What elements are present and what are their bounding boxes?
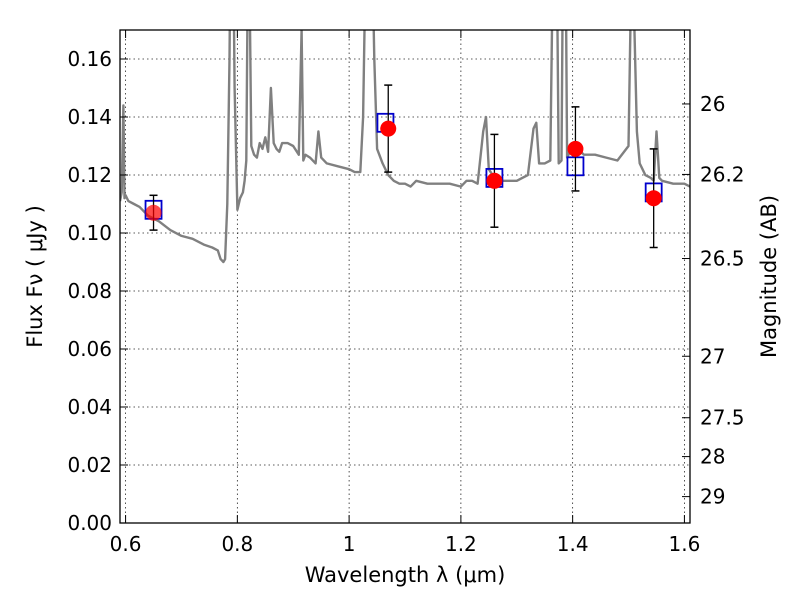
observed-points <box>145 84 662 249</box>
y-tick-label: 0.04 <box>67 395 112 419</box>
right-tick-label: 26.5 <box>700 247 745 271</box>
observed-point <box>486 172 503 189</box>
right-tick-label: 26 <box>700 92 725 116</box>
y-axis-label: Flux Fν ( μJy ) <box>23 205 47 348</box>
y-tick-label: 0.06 <box>67 337 112 361</box>
y-tick-label: 0.12 <box>67 163 112 187</box>
right-tick-label: 28 <box>700 445 725 469</box>
model-spectrum-layer <box>120 30 690 264</box>
x-tick-label: 1.4 <box>557 532 589 556</box>
spectrum-line <box>120 30 690 264</box>
plot-frame <box>119 29 691 524</box>
y-tick-label: 0.10 <box>67 221 112 245</box>
model-band-markers <box>144 112 663 220</box>
x-tick-label: 1 <box>343 532 356 556</box>
y-axis-ticks: 0.00 0.02 0.04 0.06 0.08 0.10 0.12 0.14 0.16 <box>67 47 128 535</box>
right-tick-label: 26.2 <box>700 162 745 186</box>
observed-point <box>567 140 584 157</box>
x-tick-label: 0.6 <box>110 532 142 556</box>
observed-point <box>380 120 397 137</box>
x-axis-ticks: 0.6 0.8 1 1.2 1.4 1.6 <box>110 30 701 556</box>
y-tick-label: 0.16 <box>67 47 112 71</box>
right-axis-label: Magnitude (AB) <box>757 195 781 358</box>
right-axis-ticks: 26 26.2 26.5 27 27.5 28 29 <box>682 92 745 509</box>
observed-point <box>645 190 662 207</box>
x-tick-label: 1.6 <box>669 532 701 556</box>
grid-lines <box>120 30 690 524</box>
x-tick-label: 0.8 <box>221 532 253 556</box>
y-tick-label: 0.14 <box>67 105 112 129</box>
x-tick-label: 1.2 <box>445 532 477 556</box>
y-tick-label: 0.08 <box>67 279 112 303</box>
observed-point <box>145 204 162 221</box>
y-tick-label: 0.00 <box>67 511 112 535</box>
y-tick-label: 0.02 <box>67 453 112 477</box>
x-axis-label: Wavelength λ (μm) <box>305 563 506 587</box>
right-tick-label: 29 <box>700 485 725 509</box>
right-tick-label: 27.5 <box>700 406 745 430</box>
right-tick-label: 27 <box>700 344 725 368</box>
